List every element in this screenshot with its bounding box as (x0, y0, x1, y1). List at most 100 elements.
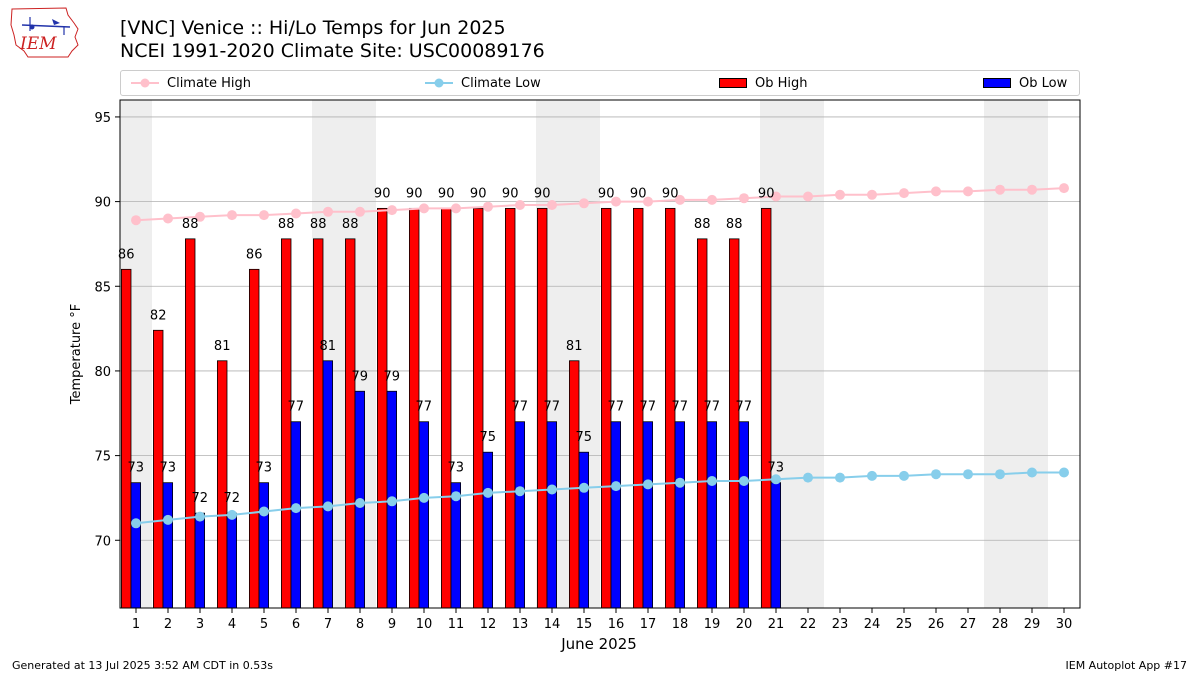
climate-high-point-day-19 (707, 194, 717, 205)
ob-low-label-day-5: 73 (256, 461, 273, 476)
x-tick-label-7: 7 (324, 617, 332, 632)
ob-low-label-day-11: 73 (448, 461, 465, 476)
climate-high-point-day-14 (547, 200, 557, 210)
ob-high-label-day-1: 86 (118, 247, 135, 262)
weekend-shade-day-29 (1016, 100, 1048, 608)
ob-high-bar-day-20 (729, 238, 740, 609)
climate-low-line (135, 471, 1064, 525)
legend-patch-ob-high-icon (719, 78, 747, 88)
ob-low-bar-day-10 (418, 421, 430, 609)
ob-low-bar-day-2 (162, 482, 174, 609)
ob-high-bar-day-19 (697, 238, 708, 609)
x-tick-label-20: 20 (736, 617, 753, 632)
x-tick-label-26: 26 (928, 617, 945, 632)
ob-low-bar-day-4 (226, 512, 238, 609)
climate-high-point-day-8 (355, 206, 365, 217)
ob-low-label-day-19: 77 (704, 400, 721, 415)
x-tick-label-24: 24 (864, 617, 881, 632)
climate-high-point-day-15 (579, 198, 589, 209)
ob-high-label-day-9: 90 (374, 186, 391, 201)
legend-label-ob-high: Ob High (755, 75, 808, 91)
ob-low-bar-day-6 (290, 421, 302, 609)
climate-low-point-day-14 (547, 484, 557, 495)
ob-low-label-day-18: 77 (672, 400, 689, 415)
climate-high-point-day-7 (323, 206, 333, 217)
x-tick-label-29: 29 (1024, 617, 1041, 632)
ob-low-label-day-12: 75 (480, 430, 497, 445)
y-tick-label-90: 90 (94, 196, 111, 211)
ob-low-label-day-9: 79 (384, 369, 401, 384)
ob-low-bar-day-19 (706, 421, 718, 609)
climate-high-point-day-4 (227, 210, 237, 221)
ob-low-bar-day-18 (674, 421, 686, 609)
ob-low-label-day-14: 77 (544, 400, 561, 415)
ob-high-label-day-21: 90 (758, 186, 775, 201)
legend-item-ob-high: Ob High (719, 74, 808, 92)
climate-low-point-day-10 (419, 492, 429, 503)
x-tick-label-30: 30 (1056, 617, 1073, 632)
climate-high-point-day-18 (675, 194, 685, 205)
ob-high-bar-day-4 (216, 360, 228, 609)
ob-low-bar-day-5 (258, 482, 270, 609)
x-tick-label-25: 25 (896, 617, 913, 632)
ob-high-label-day-15: 81 (566, 339, 583, 354)
ob-high-label-day-3: 88 (182, 217, 199, 232)
climate-high-point-day-11 (451, 203, 461, 214)
ob-high-bar-day-7 (312, 238, 324, 609)
climate-low-point-day-21 (771, 474, 781, 485)
climate-low-point-day-26 (931, 469, 941, 480)
climate-low-point-day-20 (739, 476, 749, 486)
plot-frame (119, 99, 1081, 609)
legend-item-ob-low: Ob Low (983, 74, 1067, 92)
climate-low-point-day-18 (675, 477, 685, 488)
ob-high-label-day-13: 90 (502, 186, 519, 201)
climate-high-point-day-6 (291, 208, 301, 219)
climate-low-point-day-28 (995, 469, 1005, 480)
climate-low-point-day-30 (1059, 467, 1069, 478)
iem-logo-text: IEM (19, 34, 57, 54)
climate-low-point-day-22 (803, 472, 813, 483)
climate-low-point-day-11 (451, 491, 461, 502)
chart-title: [VNC] Venice :: Hi/Lo Temps for Jun 2025 (120, 17, 506, 39)
climate-high-point-day-10 (419, 203, 429, 214)
ob-low-label-day-16: 77 (608, 400, 625, 415)
ob-low-label-day-20: 77 (736, 400, 753, 415)
climate-high-line (135, 187, 1065, 222)
app-credit: IEM Autoplot App #17 (1065, 659, 1188, 672)
climate-high-point-day-21 (771, 191, 781, 202)
ob-high-label-day-16: 90 (598, 186, 615, 201)
ob-high-bar-day-5 (248, 268, 260, 609)
climate-high-point-day-20 (739, 193, 749, 204)
x-tick-label-9: 9 (388, 617, 396, 632)
ob-low-label-day-21: 73 (768, 461, 785, 476)
ob-low-label-day-7: 81 (320, 339, 337, 354)
climate-high-point-day-1 (131, 215, 141, 226)
x-tick-label-14: 14 (544, 617, 561, 632)
ob-high-bar-day-11 (440, 207, 452, 609)
ob-low-label-day-3: 72 (192, 491, 209, 506)
x-tick-label-16: 16 (608, 617, 625, 632)
climate-high-point-day-25 (899, 188, 909, 199)
ob-high-label-day-19: 88 (694, 217, 711, 232)
legend-item-climate-high: Climate High (131, 74, 251, 92)
x-tick-label-19: 19 (704, 617, 721, 632)
climate-high-point-day-23 (835, 189, 845, 200)
x-tick-label-21: 21 (768, 617, 785, 632)
ob-high-bar-day-9 (376, 207, 388, 609)
climate-low-point-day-12 (483, 487, 493, 498)
ob-high-bar-day-3 (184, 238, 196, 609)
climate-high-point-day-24 (867, 189, 877, 200)
climate-high-point-day-27 (963, 186, 973, 197)
x-tick-label-4: 4 (228, 617, 236, 632)
climate-low-point-day-3 (195, 511, 205, 522)
x-tick-label-17: 17 (640, 617, 657, 632)
x-tick-label-5: 5 (260, 617, 268, 632)
ob-low-bar-day-20 (738, 421, 750, 609)
ob-low-label-day-6: 77 (288, 400, 305, 415)
ob-high-label-day-17: 90 (630, 186, 647, 201)
y-tick-label-70: 70 (94, 534, 111, 549)
ob-low-bar-day-3 (194, 512, 206, 609)
climate-low-point-day-24 (867, 470, 877, 481)
climate-high-point-day-17 (643, 196, 653, 207)
